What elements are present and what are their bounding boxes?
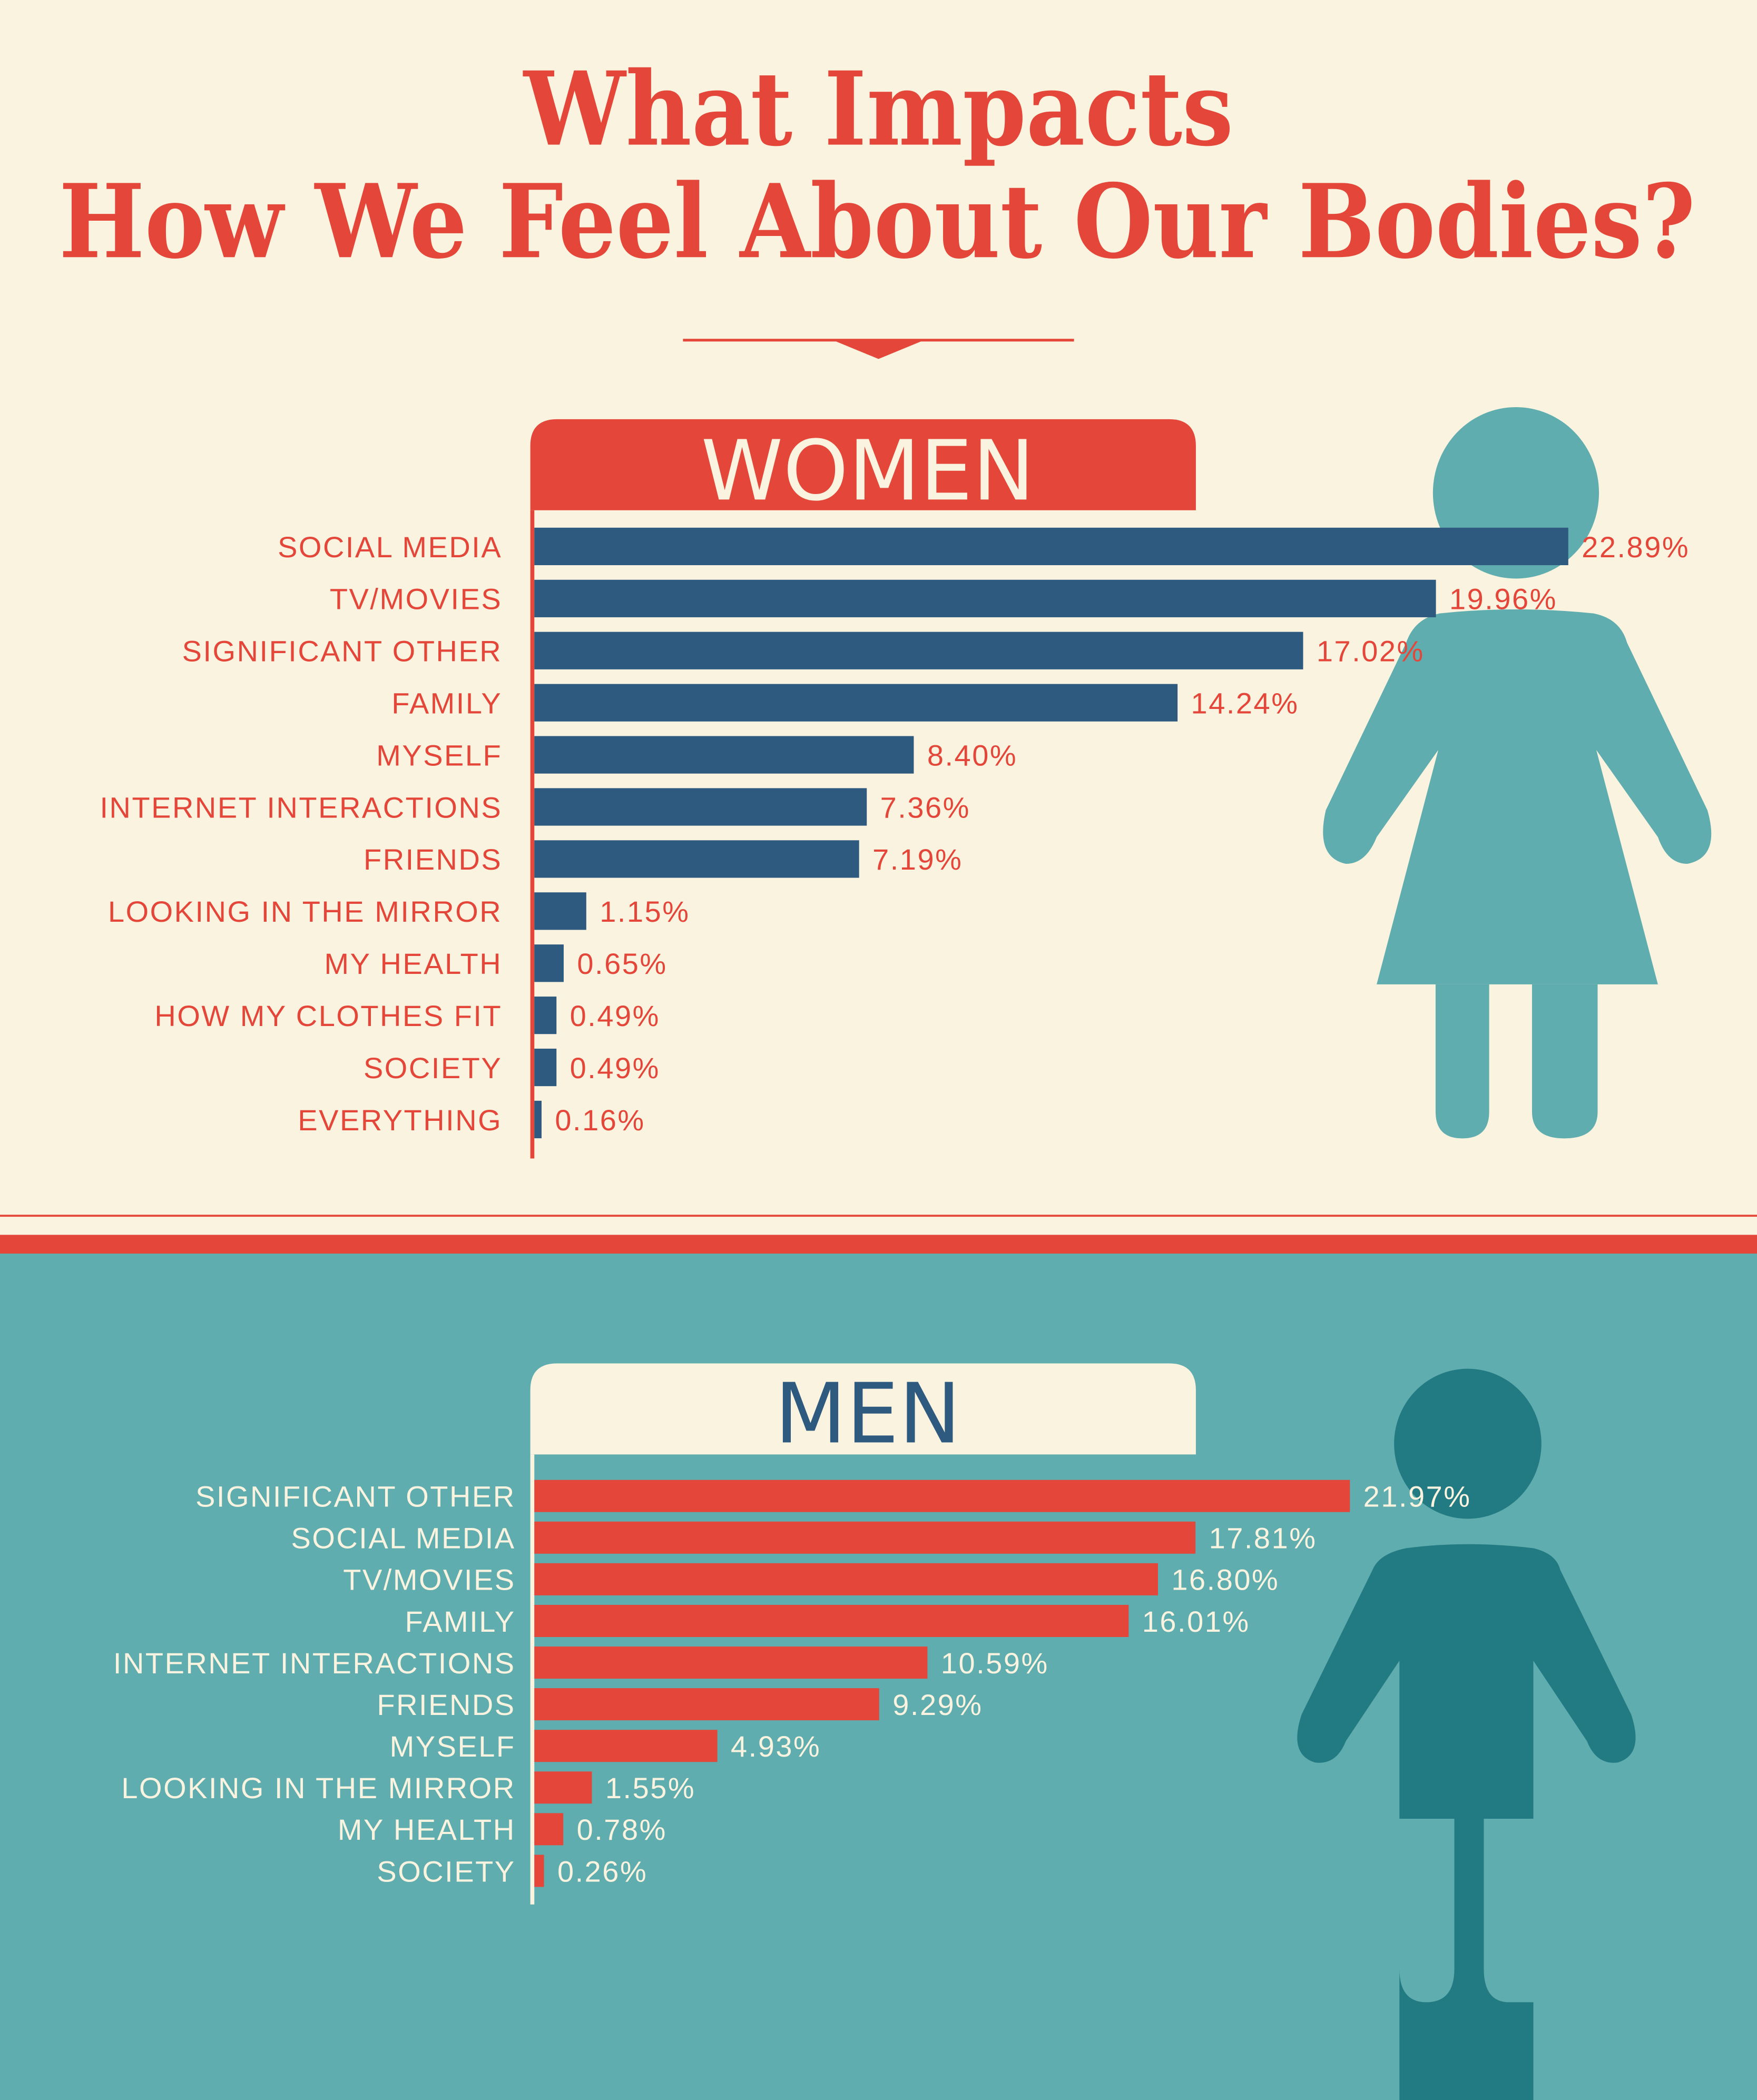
women-header-label: WOMEN	[701, 423, 1035, 519]
women-category-label: SIGNIFICANT OTHER	[182, 635, 503, 668]
men-value-label: 0.26%	[557, 1855, 647, 1888]
men-category-label: MYSELF	[390, 1730, 516, 1763]
divider-red-band	[0, 1235, 1757, 1254]
men-bar	[534, 1813, 564, 1846]
women-category-label: HOW MY CLOTHES FIT	[154, 999, 502, 1032]
women-category-label: LOOKING IN THE MIRROR	[108, 895, 502, 928]
women-value-label: 14.24%	[1191, 687, 1299, 720]
men-chart: SIGNIFICANT OTHER 21.97% SOCIAL MEDIA 17.81…	[113, 1480, 1471, 1888]
men-bar	[534, 1521, 1196, 1554]
women-value-label: 7.36%	[880, 791, 970, 824]
men-category-label: FAMILY	[405, 1605, 516, 1638]
women-value-label: 19.96%	[1449, 583, 1557, 616]
women-bar	[534, 579, 1436, 617]
women-chart: SOCIAL MEDIA 22.89% TV/MOVIES 19.96% SIGNIFI…	[100, 527, 1690, 1139]
men-axis-line	[530, 1454, 535, 1905]
men-value-label: 17.81%	[1209, 1522, 1317, 1555]
men-value-label: 0.78%	[577, 1813, 667, 1846]
women-value-label: 0.49%	[570, 999, 660, 1032]
men-value-label: 9.29%	[892, 1688, 983, 1721]
men-value-label: 21.97%	[1363, 1480, 1471, 1513]
title-line-2: How We Feel About Our Bodies?	[59, 162, 1695, 281]
women-category-label: EVERYTHING	[298, 1103, 502, 1137]
women-category-label: TV/MOVIES	[330, 583, 502, 616]
men-header-tab	[530, 1363, 1196, 1455]
men-bar	[534, 1563, 1158, 1595]
men-value-label: 10.59%	[941, 1647, 1049, 1680]
women-bar	[534, 1100, 542, 1139]
women-category-label: MYSELF	[376, 738, 502, 772]
men-value-label: 4.93%	[731, 1730, 821, 1763]
women-bar	[534, 840, 859, 878]
women-value-label: 7.19%	[872, 843, 963, 876]
women-category-label: SOCIETY	[364, 1051, 502, 1084]
women-value-label: 0.49%	[570, 1051, 660, 1084]
women-category-label: INTERNET INTERACTIONS	[100, 791, 502, 824]
men-bar	[534, 1730, 718, 1762]
women-value-label: 0.65%	[577, 947, 667, 980]
women-bar	[534, 736, 914, 774]
men-value-label: 1.55%	[605, 1771, 695, 1805]
women-value-label: 22.89%	[1582, 530, 1690, 564]
men-category-label: TV/MOVIES	[343, 1563, 515, 1596]
men-category-label: SIGNIFICANT OTHER	[195, 1480, 516, 1513]
men-category-label: LOOKING IN THE MIRROR	[121, 1771, 515, 1805]
women-category-label: FRIENDS	[364, 843, 502, 876]
men-bar	[534, 1688, 879, 1721]
women-category-label: MY HEALTH	[324, 947, 502, 980]
women-bar	[534, 944, 564, 982]
women-bar	[534, 788, 867, 826]
women-bar	[534, 1048, 557, 1087]
women-axis-line	[530, 510, 535, 1159]
woman-figure-icon	[1323, 407, 1712, 1139]
women-bar	[534, 632, 1303, 669]
divider-thin-line	[0, 1215, 1757, 1217]
men-value-label: 16.01%	[1142, 1605, 1250, 1638]
men-bar	[534, 1855, 544, 1887]
men-bar	[534, 1480, 1350, 1512]
women-header-tab	[530, 419, 1196, 510]
men-category-label: INTERNET INTERACTIONS	[113, 1647, 516, 1680]
men-value-label: 16.80%	[1171, 1563, 1279, 1596]
women-value-label: 1.15%	[600, 895, 690, 928]
women-bar	[534, 892, 586, 930]
women-category-label: SOCIAL MEDIA	[278, 530, 502, 564]
women-value-label: 8.40%	[927, 738, 1017, 772]
women-bar	[534, 527, 1568, 566]
man-figure-icon	[1297, 1368, 1636, 2100]
men-bar	[534, 1647, 928, 1679]
men-category-label: SOCIAL MEDIA	[291, 1522, 516, 1555]
women-bar	[534, 997, 557, 1034]
men-category-label: SOCIETY	[377, 1855, 515, 1888]
women-value-label: 0.16%	[555, 1103, 645, 1137]
men-category-label: FRIENDS	[377, 1688, 515, 1721]
women-bar	[534, 684, 1178, 722]
women-value-label: 17.02%	[1317, 635, 1425, 668]
triangle-down-icon	[833, 340, 924, 359]
women-category-label: FAMILY	[391, 687, 502, 720]
title-line-1: What Impacts	[523, 50, 1233, 169]
men-bar	[534, 1604, 1129, 1637]
men-bar	[534, 1771, 592, 1804]
men-category-label: MY HEALTH	[338, 1813, 516, 1846]
men-header-label: MEN	[774, 1366, 960, 1462]
